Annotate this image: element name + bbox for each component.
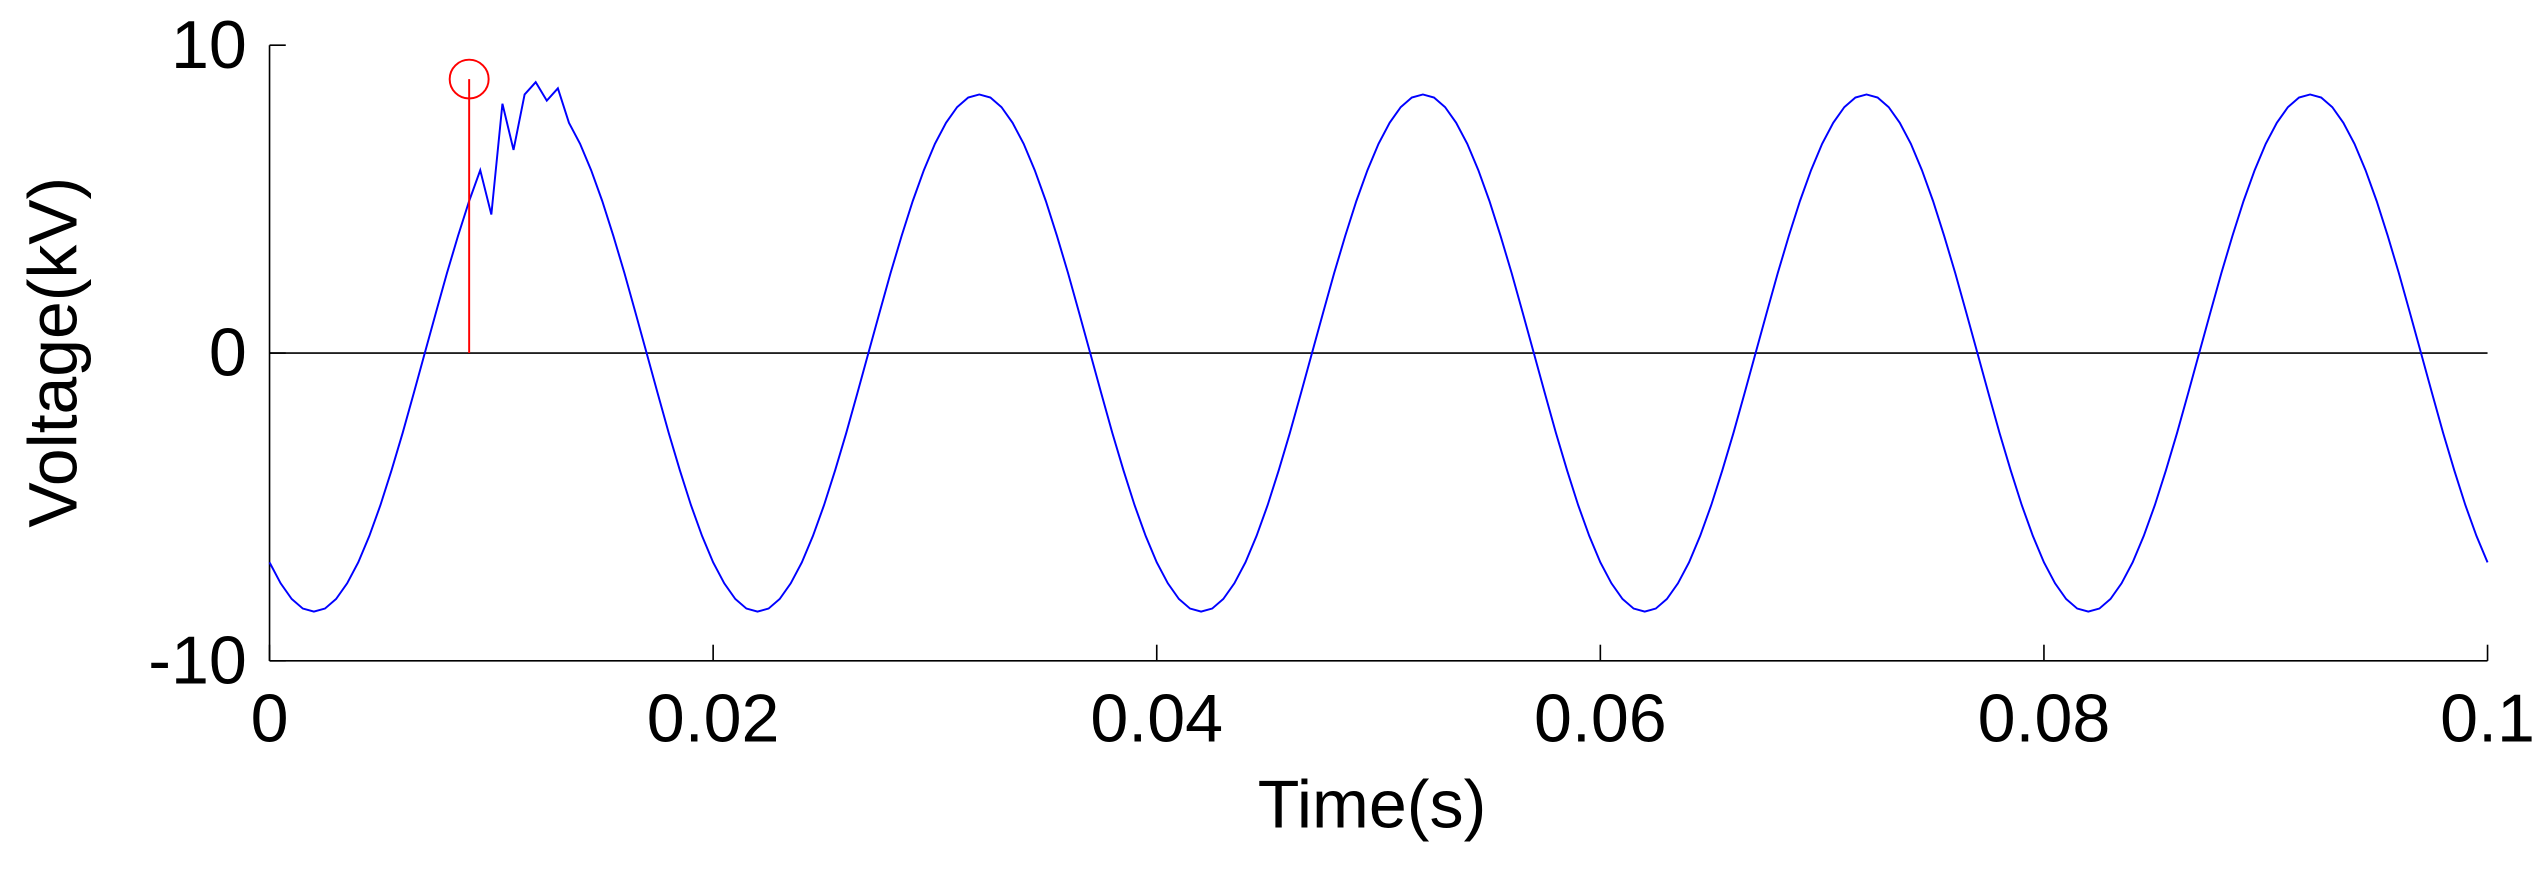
x-tick-label: 0.02 [647, 681, 780, 757]
y-tick-label: 10 [171, 7, 247, 83]
x-tick-label: 0 [251, 681, 289, 757]
y-tick-label: -10 [148, 623, 247, 699]
x-axis-label: Time(s) [1258, 766, 1486, 842]
x-tick-label: 0.06 [1534, 681, 1667, 757]
data-line [268, 80, 2489, 613]
marker-circle [448, 58, 490, 100]
y-axis-label: Voltage(kV) [15, 177, 91, 528]
x-tick-label: 0.04 [1090, 681, 1223, 757]
x-tick-label: 0.1 [2440, 681, 2535, 757]
y-tick-label: 0 [209, 315, 247, 391]
x-tick-label: 0.08 [1978, 681, 2111, 757]
